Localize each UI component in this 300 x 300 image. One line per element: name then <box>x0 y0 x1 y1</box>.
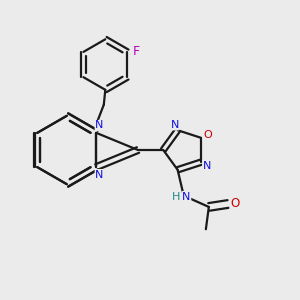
Text: N: N <box>182 191 191 202</box>
Text: F: F <box>133 44 140 58</box>
Text: N: N <box>202 161 211 171</box>
Text: N: N <box>95 169 103 179</box>
Text: N: N <box>170 120 179 130</box>
Text: O: O <box>230 196 239 210</box>
Text: N: N <box>95 121 103 130</box>
Text: O: O <box>203 130 212 140</box>
Text: H: H <box>172 191 180 202</box>
